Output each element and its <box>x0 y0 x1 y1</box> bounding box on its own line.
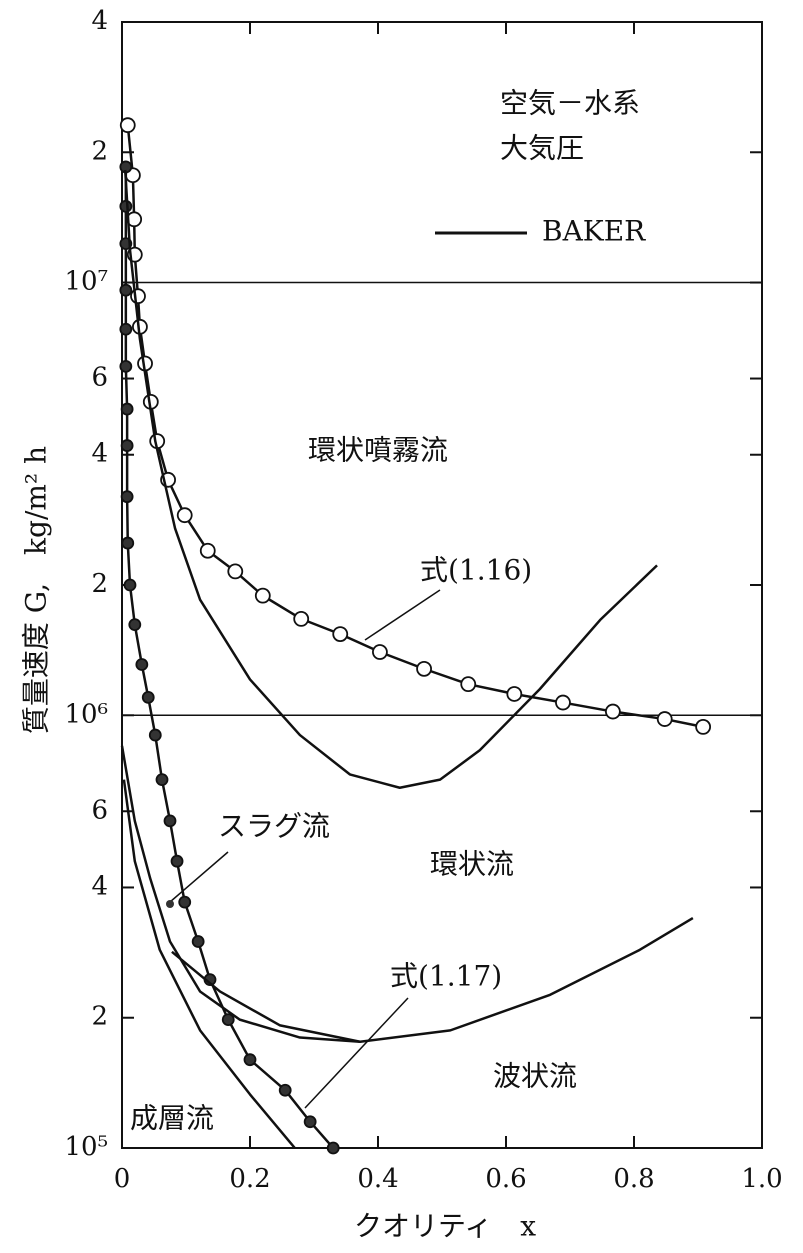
curve <box>124 166 335 1149</box>
y-tick-label: 2 <box>91 569 108 599</box>
open-point <box>695 718 712 735</box>
annotation: 成層流 <box>130 1102 214 1135</box>
filled-point <box>119 283 133 297</box>
pointer <box>304 997 409 1109</box>
y-tick-label: 6 <box>91 795 108 825</box>
legend-label: BAKER <box>542 215 646 248</box>
filled-point <box>148 728 162 742</box>
pointer <box>169 851 229 903</box>
filled-point <box>170 854 184 868</box>
x-tick-label: 0.2 <box>229 1164 270 1194</box>
annotation: 大気圧 <box>500 132 584 165</box>
y-tick-label: 4 <box>91 439 108 469</box>
filled-point <box>163 814 177 828</box>
filled-point <box>155 773 169 787</box>
annotation: 環状噴霧流 <box>308 434 448 467</box>
x-axis-label: クオリティ x <box>354 1210 536 1243</box>
open-point <box>130 288 146 305</box>
open-point <box>119 117 136 134</box>
annotation: 環状流 <box>430 848 514 881</box>
filled-point <box>128 618 142 632</box>
y-tick-label: 6 <box>91 363 108 393</box>
filled-point <box>119 199 133 213</box>
curve <box>122 779 296 1149</box>
annotation: 空気－水系 <box>500 87 640 120</box>
filled-point <box>120 439 134 452</box>
y-tick-label: 4 <box>91 6 108 36</box>
open-point <box>176 507 193 524</box>
open-point <box>332 626 349 643</box>
open-point <box>254 587 271 604</box>
filled-point <box>119 360 133 373</box>
filled-point <box>120 490 134 504</box>
annotation: スラグ流 <box>218 810 330 843</box>
filled-point <box>191 935 205 948</box>
x-tick-label: 0.4 <box>357 1164 398 1194</box>
y-tick-label: 10⁶ <box>64 699 108 729</box>
open-point <box>460 676 477 693</box>
open-point <box>293 610 310 627</box>
open-point <box>372 644 388 660</box>
x-tick-label: 1.0 <box>741 1164 782 1194</box>
open-point <box>656 711 673 727</box>
pointer-dot <box>166 900 174 908</box>
open-point <box>604 703 621 720</box>
pointer <box>364 589 441 641</box>
annotation: 式(1.16) <box>420 554 532 587</box>
open-point <box>416 660 432 677</box>
open-point <box>227 563 244 580</box>
open-point <box>506 686 523 702</box>
curve <box>120 745 361 1044</box>
filled-point <box>141 690 155 704</box>
filled-point <box>123 578 137 592</box>
curve <box>123 169 658 789</box>
filled-point <box>221 1013 235 1027</box>
filled-point <box>303 1115 317 1129</box>
y-tick-label: 2 <box>91 136 108 166</box>
filled-point <box>278 1083 292 1097</box>
x-tick-label: 0 <box>114 1164 131 1194</box>
filled-point <box>121 536 135 550</box>
y-tick-label: 10⁷ <box>64 267 108 297</box>
y-tick-label: 2 <box>91 1002 108 1032</box>
filled-point <box>326 1141 340 1155</box>
filled-point <box>119 322 133 336</box>
y-axis-label: 質量速度 G, kg/m² h <box>20 446 53 734</box>
curve <box>171 916 694 1044</box>
annotation: 波状流 <box>493 1060 577 1093</box>
open-point <box>555 694 571 711</box>
y-tick-label: 4 <box>91 871 108 901</box>
y-tick-label: 10⁵ <box>64 1132 108 1162</box>
x-tick-label: 0.8 <box>613 1164 654 1194</box>
open-point <box>199 542 216 559</box>
annotation: 式(1.17) <box>390 960 502 993</box>
filled-point <box>120 402 134 416</box>
filled-point <box>135 658 149 671</box>
filled-point <box>178 895 192 909</box>
filled-point <box>243 1053 257 1067</box>
x-tick-label: 0.6 <box>485 1164 526 1194</box>
